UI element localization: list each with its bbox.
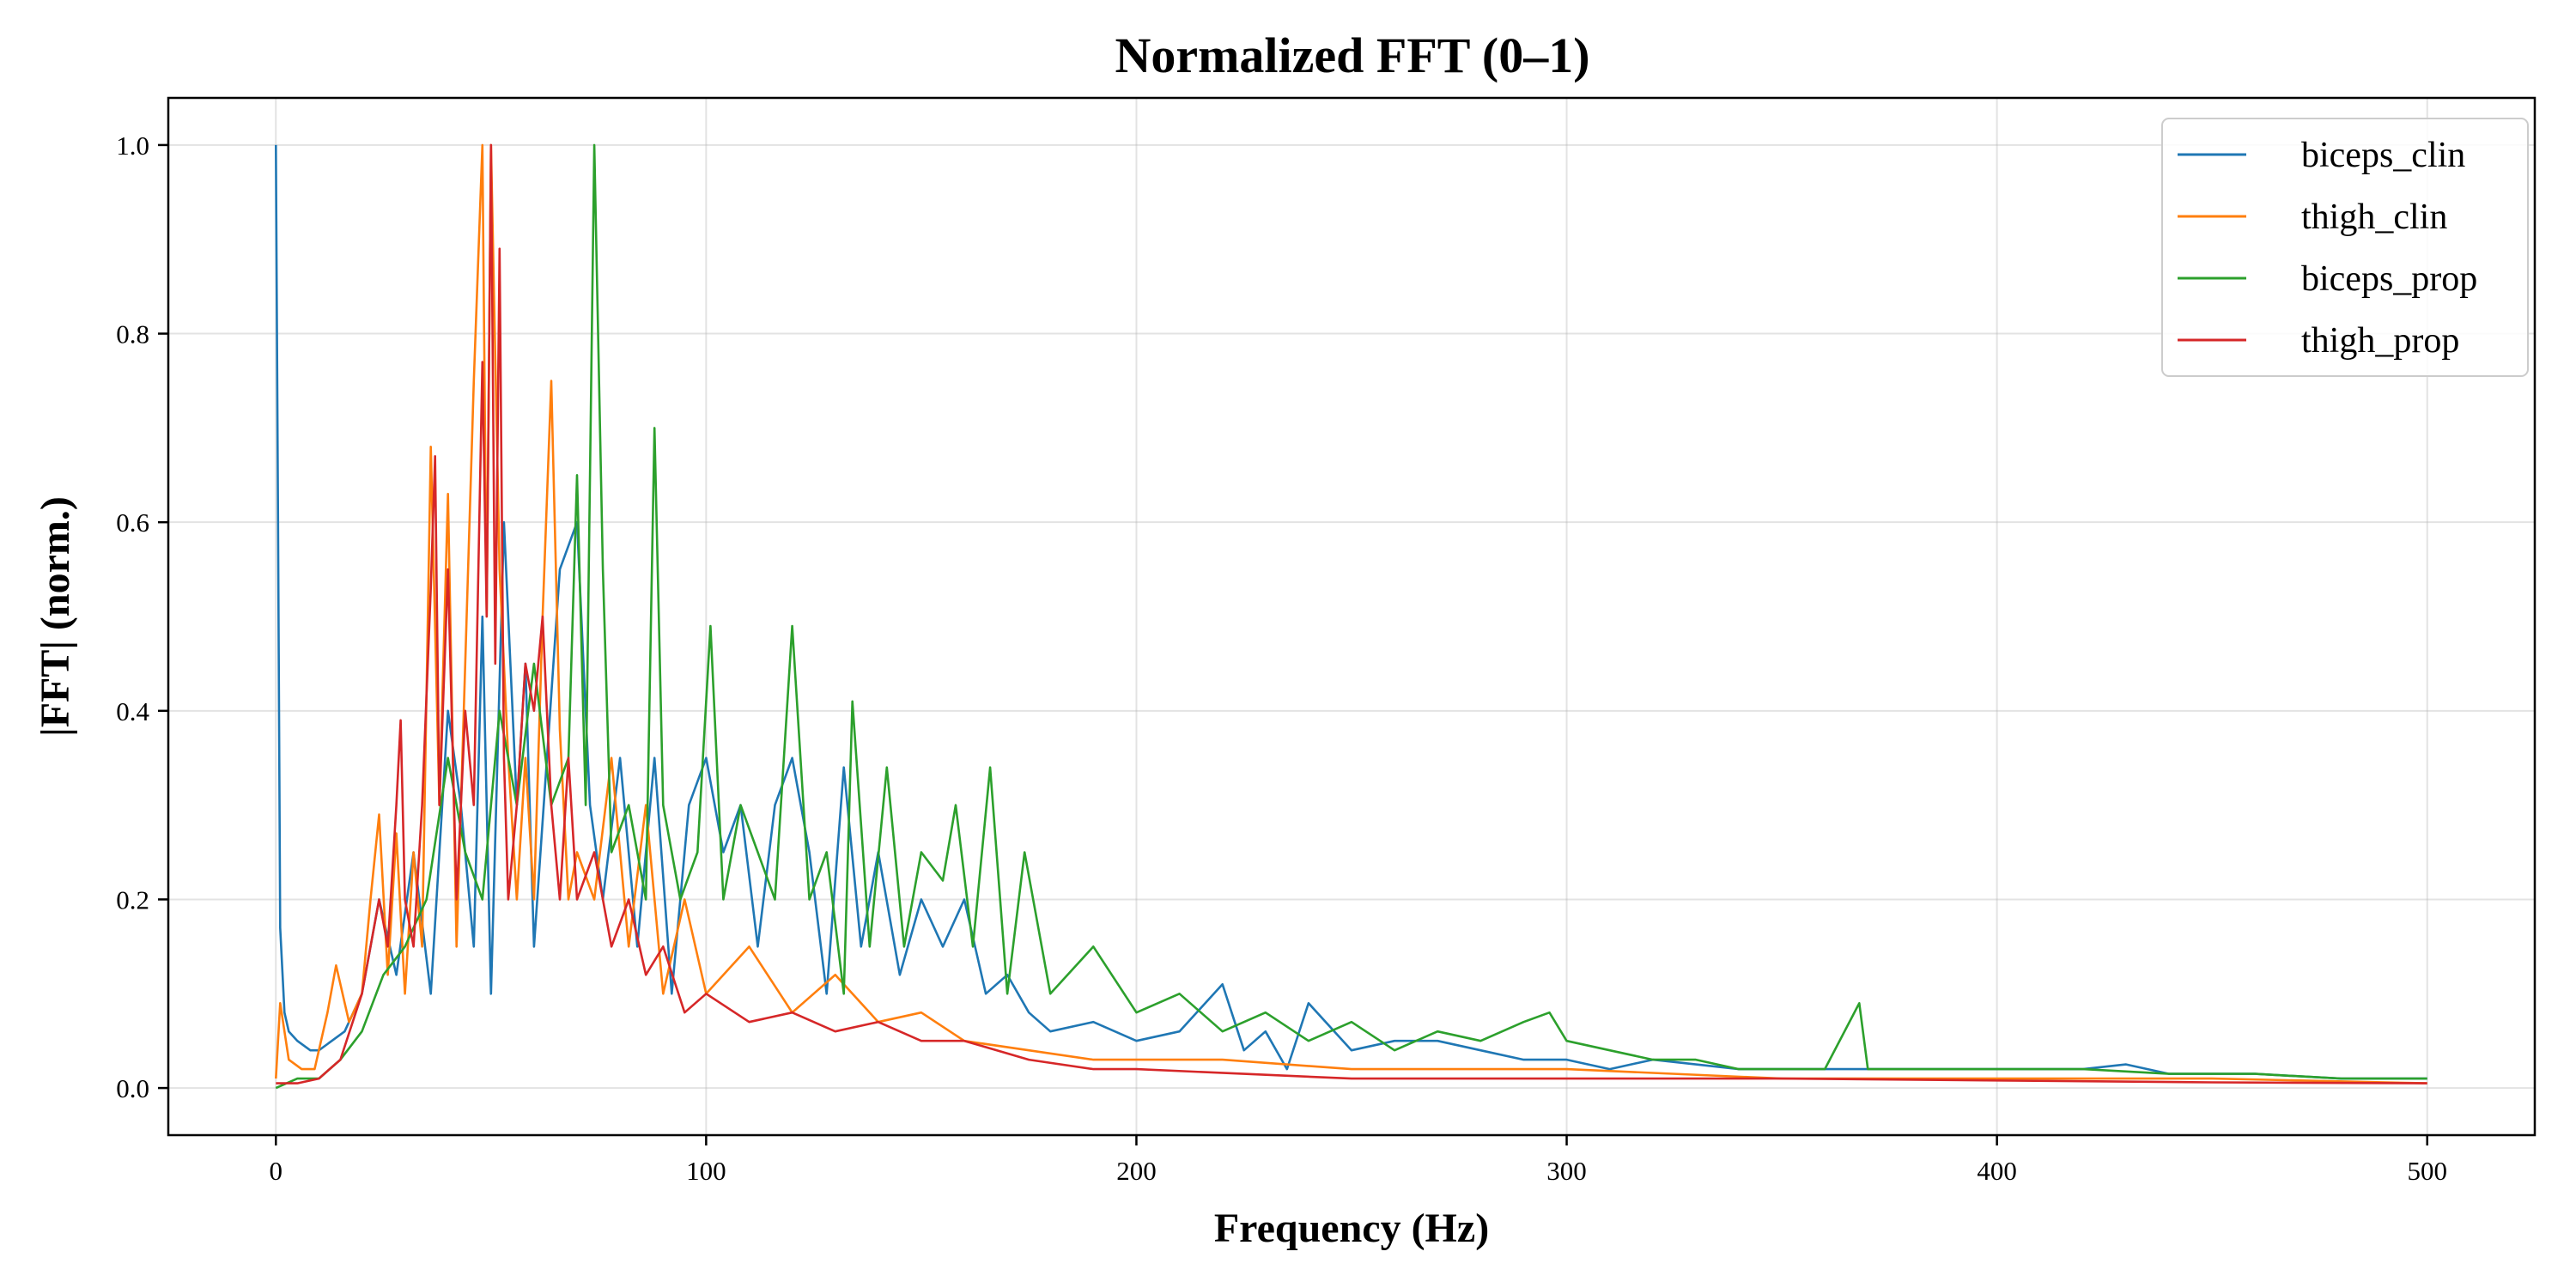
series-line-thigh-clin <box>275 143 2427 1084</box>
y-axis-label: |FFT| (norm.) <box>33 496 78 737</box>
y-tick-label: 0.0 <box>116 1073 149 1103</box>
x-tick-label: 400 <box>1977 1156 2017 1186</box>
legend-label: thigh_prop <box>2301 321 2459 361</box>
series-lines <box>275 143 2427 1090</box>
legend: biceps_clin thigh_clin biceps_prop thigh_pr… <box>2161 118 2529 377</box>
chart-title: Normalized FFT (0–1) <box>1115 27 1589 83</box>
y-tick-label: 0.8 <box>116 319 149 349</box>
series-line-biceps-prop <box>275 143 2427 1090</box>
y-tick-label: 0.6 <box>116 507 149 538</box>
series-line-thigh-prop <box>276 143 2427 1084</box>
legend-label: biceps_prop <box>2301 259 2477 299</box>
x-axis-ticks: 0 100 200 300 400 500 <box>270 1135 2447 1186</box>
legend-label: thigh_clin <box>2301 197 2447 237</box>
series-line-biceps-clin <box>275 144 2427 1080</box>
plot-area-frame <box>167 96 2537 1137</box>
x-tick-label: 100 <box>686 1156 726 1186</box>
x-tick-label: 300 <box>1546 1156 1587 1186</box>
x-axis-label: Frequency (Hz) <box>1214 1206 1489 1251</box>
legend-box <box>2161 118 2529 377</box>
x-tick-label: 500 <box>2407 1156 2447 1186</box>
x-tick-label: 0 <box>270 1156 283 1186</box>
y-tick-label: 0.4 <box>116 696 149 726</box>
y-tick-label: 1.0 <box>116 131 149 161</box>
legend-label: biceps_clin <box>2301 136 2465 175</box>
x-tick-label: 200 <box>1116 1156 1157 1186</box>
y-axis-ticks: 0.0 0.2 0.4 0.6 0.8 1.0 <box>116 131 168 1103</box>
y-tick-label: 0.2 <box>116 884 149 914</box>
